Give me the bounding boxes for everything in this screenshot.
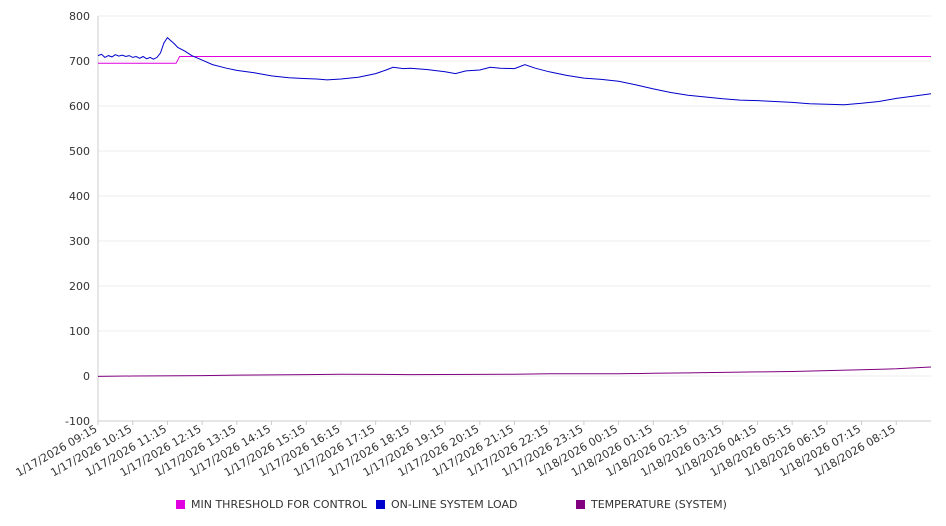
legend-label-system-load: ON-LINE SYSTEM LOAD [391, 498, 518, 511]
legend-label-min-threshold: MIN THRESHOLD FOR CONTROL [191, 498, 367, 511]
y-axis-ticks: -100 0 100 200 300 400 500 600 700 800 [65, 10, 90, 428]
legend-label-temperature: TEMPERATURE (SYSTEM) [591, 498, 727, 511]
legend-item-system-load: ON-LINE SYSTEM LOAD [376, 498, 517, 511]
legend-swatch-min-threshold [176, 500, 185, 509]
y-tick-label: 700 [69, 55, 90, 68]
legend-swatch-temperature [576, 500, 585, 509]
legend-swatch-system-load [376, 500, 385, 509]
y-tick-label: 800 [69, 10, 90, 23]
y-tick-label: 400 [69, 190, 90, 203]
y-tick-label: 100 [69, 325, 90, 338]
series-temperature-line [97, 366, 932, 377]
y-tick-label: 500 [69, 145, 90, 158]
legend: MIN THRESHOLD FOR CONTROL ON-LINE SYSTEM… [0, 498, 946, 514]
series-lines [97, 36, 932, 377]
y-tick-label: 0 [83, 370, 90, 383]
series-min-threshold-line [98, 56, 931, 64]
series-system-load-line [97, 36, 932, 106]
y-tick-label: 200 [69, 280, 90, 293]
y-tick-label: -100 [65, 415, 90, 428]
legend-item-temperature: TEMPERATURE (SYSTEM) [576, 498, 727, 511]
legend-item-min-threshold: MIN THRESHOLD FOR CONTROL [176, 498, 367, 511]
grid-lines [98, 15, 931, 422]
y-tick-label: 300 [69, 235, 90, 248]
y-tick-label: 600 [69, 100, 90, 113]
x-axis-ticks: 1/17/2026 09:151/17/2026 10:151/17/2026 … [14, 421, 898, 479]
